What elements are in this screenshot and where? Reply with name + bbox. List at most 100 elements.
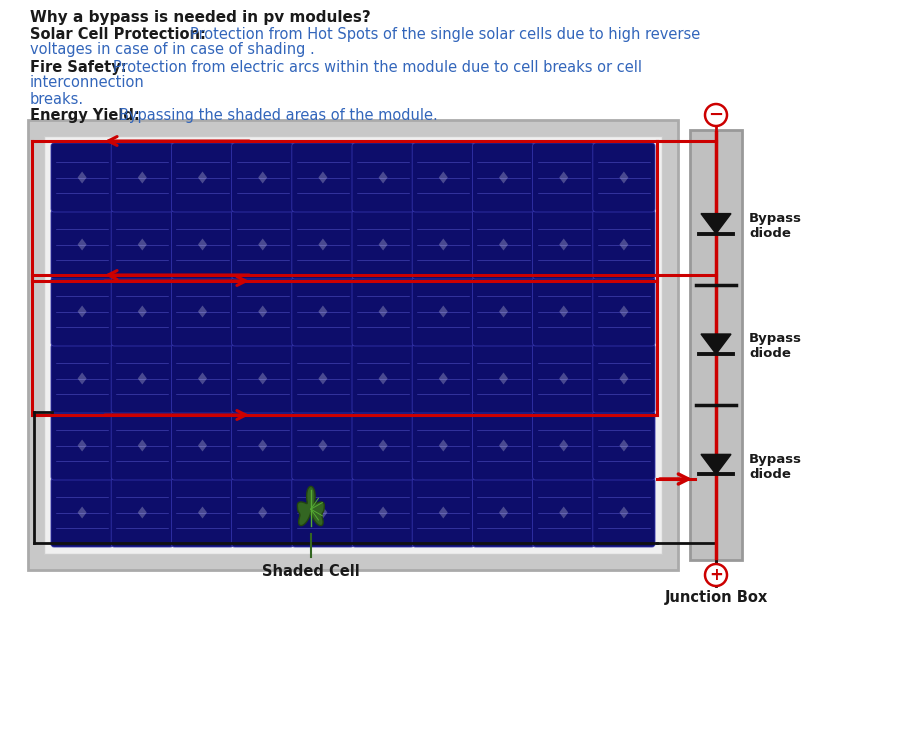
- FancyBboxPatch shape: [232, 344, 293, 413]
- FancyBboxPatch shape: [111, 210, 173, 279]
- FancyBboxPatch shape: [412, 478, 474, 547]
- Text: +: +: [709, 566, 722, 584]
- Polygon shape: [498, 439, 507, 451]
- Polygon shape: [258, 172, 267, 183]
- Polygon shape: [498, 305, 507, 318]
- Polygon shape: [618, 439, 628, 451]
- FancyBboxPatch shape: [291, 277, 354, 346]
- Polygon shape: [438, 372, 448, 385]
- Polygon shape: [297, 486, 324, 526]
- FancyBboxPatch shape: [412, 411, 474, 480]
- Polygon shape: [318, 507, 327, 518]
- FancyBboxPatch shape: [51, 411, 113, 480]
- Polygon shape: [379, 172, 387, 183]
- Polygon shape: [618, 372, 628, 385]
- Bar: [44, 136, 662, 554]
- Text: diode: diode: [748, 468, 790, 481]
- Polygon shape: [77, 507, 86, 518]
- FancyBboxPatch shape: [232, 478, 293, 547]
- FancyBboxPatch shape: [291, 478, 354, 547]
- Polygon shape: [438, 172, 448, 183]
- Polygon shape: [138, 507, 147, 518]
- FancyBboxPatch shape: [111, 143, 173, 212]
- Polygon shape: [559, 372, 568, 385]
- Polygon shape: [438, 305, 448, 318]
- Polygon shape: [198, 439, 207, 451]
- FancyBboxPatch shape: [352, 411, 414, 480]
- FancyBboxPatch shape: [171, 411, 233, 480]
- FancyBboxPatch shape: [171, 277, 233, 346]
- Polygon shape: [138, 439, 147, 451]
- Polygon shape: [379, 305, 387, 318]
- FancyBboxPatch shape: [592, 411, 654, 480]
- Polygon shape: [498, 507, 507, 518]
- Polygon shape: [138, 372, 147, 385]
- Polygon shape: [559, 439, 568, 451]
- Polygon shape: [559, 507, 568, 518]
- Polygon shape: [618, 507, 628, 518]
- Polygon shape: [138, 239, 147, 250]
- Polygon shape: [198, 507, 207, 518]
- Circle shape: [704, 104, 726, 126]
- Polygon shape: [318, 239, 327, 250]
- FancyBboxPatch shape: [532, 344, 595, 413]
- FancyBboxPatch shape: [592, 344, 654, 413]
- Polygon shape: [700, 334, 731, 354]
- Polygon shape: [77, 439, 86, 451]
- Polygon shape: [438, 439, 448, 451]
- Polygon shape: [379, 239, 387, 250]
- Polygon shape: [318, 439, 327, 451]
- Text: Bypass: Bypass: [748, 212, 801, 225]
- FancyBboxPatch shape: [171, 210, 233, 279]
- Polygon shape: [379, 372, 387, 385]
- Bar: [689, 130, 742, 560]
- Polygon shape: [498, 372, 507, 385]
- FancyBboxPatch shape: [352, 478, 414, 547]
- FancyBboxPatch shape: [471, 478, 534, 547]
- Text: breaks.: breaks.: [30, 92, 84, 107]
- Polygon shape: [318, 305, 327, 318]
- FancyBboxPatch shape: [171, 478, 233, 547]
- FancyBboxPatch shape: [592, 277, 654, 346]
- FancyBboxPatch shape: [171, 143, 233, 212]
- FancyBboxPatch shape: [592, 143, 654, 212]
- Text: Energy Yield:: Energy Yield:: [30, 108, 140, 123]
- FancyBboxPatch shape: [51, 344, 113, 413]
- Polygon shape: [258, 372, 267, 385]
- Polygon shape: [318, 372, 327, 385]
- Polygon shape: [618, 172, 628, 183]
- Text: Protection from Hot Spots of the single solar cells due to high reverse: Protection from Hot Spots of the single …: [190, 27, 699, 42]
- Polygon shape: [258, 305, 267, 318]
- FancyBboxPatch shape: [232, 277, 293, 346]
- Text: voltages in case of in case of shading .: voltages in case of in case of shading .: [30, 42, 314, 57]
- Polygon shape: [700, 214, 731, 234]
- Polygon shape: [198, 305, 207, 318]
- FancyBboxPatch shape: [352, 143, 414, 212]
- Polygon shape: [258, 507, 267, 518]
- Text: diode: diode: [748, 347, 790, 361]
- Text: Shaded Cell: Shaded Cell: [262, 564, 359, 579]
- Polygon shape: [559, 172, 568, 183]
- Text: Fire Safety:: Fire Safety:: [30, 60, 127, 75]
- FancyBboxPatch shape: [471, 411, 534, 480]
- Text: Bypass: Bypass: [748, 453, 801, 466]
- Polygon shape: [258, 439, 267, 451]
- FancyBboxPatch shape: [412, 143, 474, 212]
- FancyBboxPatch shape: [532, 411, 595, 480]
- Polygon shape: [77, 239, 86, 250]
- Polygon shape: [138, 172, 147, 183]
- Polygon shape: [198, 239, 207, 250]
- FancyBboxPatch shape: [352, 210, 414, 279]
- FancyBboxPatch shape: [471, 210, 534, 279]
- Polygon shape: [438, 507, 448, 518]
- FancyBboxPatch shape: [232, 143, 293, 212]
- Polygon shape: [700, 454, 731, 474]
- FancyBboxPatch shape: [291, 143, 354, 212]
- FancyBboxPatch shape: [471, 277, 534, 346]
- Text: Protection from electric arcs within the module due to cell breaks or cell: Protection from electric arcs within the…: [113, 60, 641, 75]
- Circle shape: [704, 564, 726, 586]
- FancyBboxPatch shape: [232, 411, 293, 480]
- Text: interconnection: interconnection: [30, 75, 144, 90]
- FancyBboxPatch shape: [471, 143, 534, 212]
- Polygon shape: [498, 172, 507, 183]
